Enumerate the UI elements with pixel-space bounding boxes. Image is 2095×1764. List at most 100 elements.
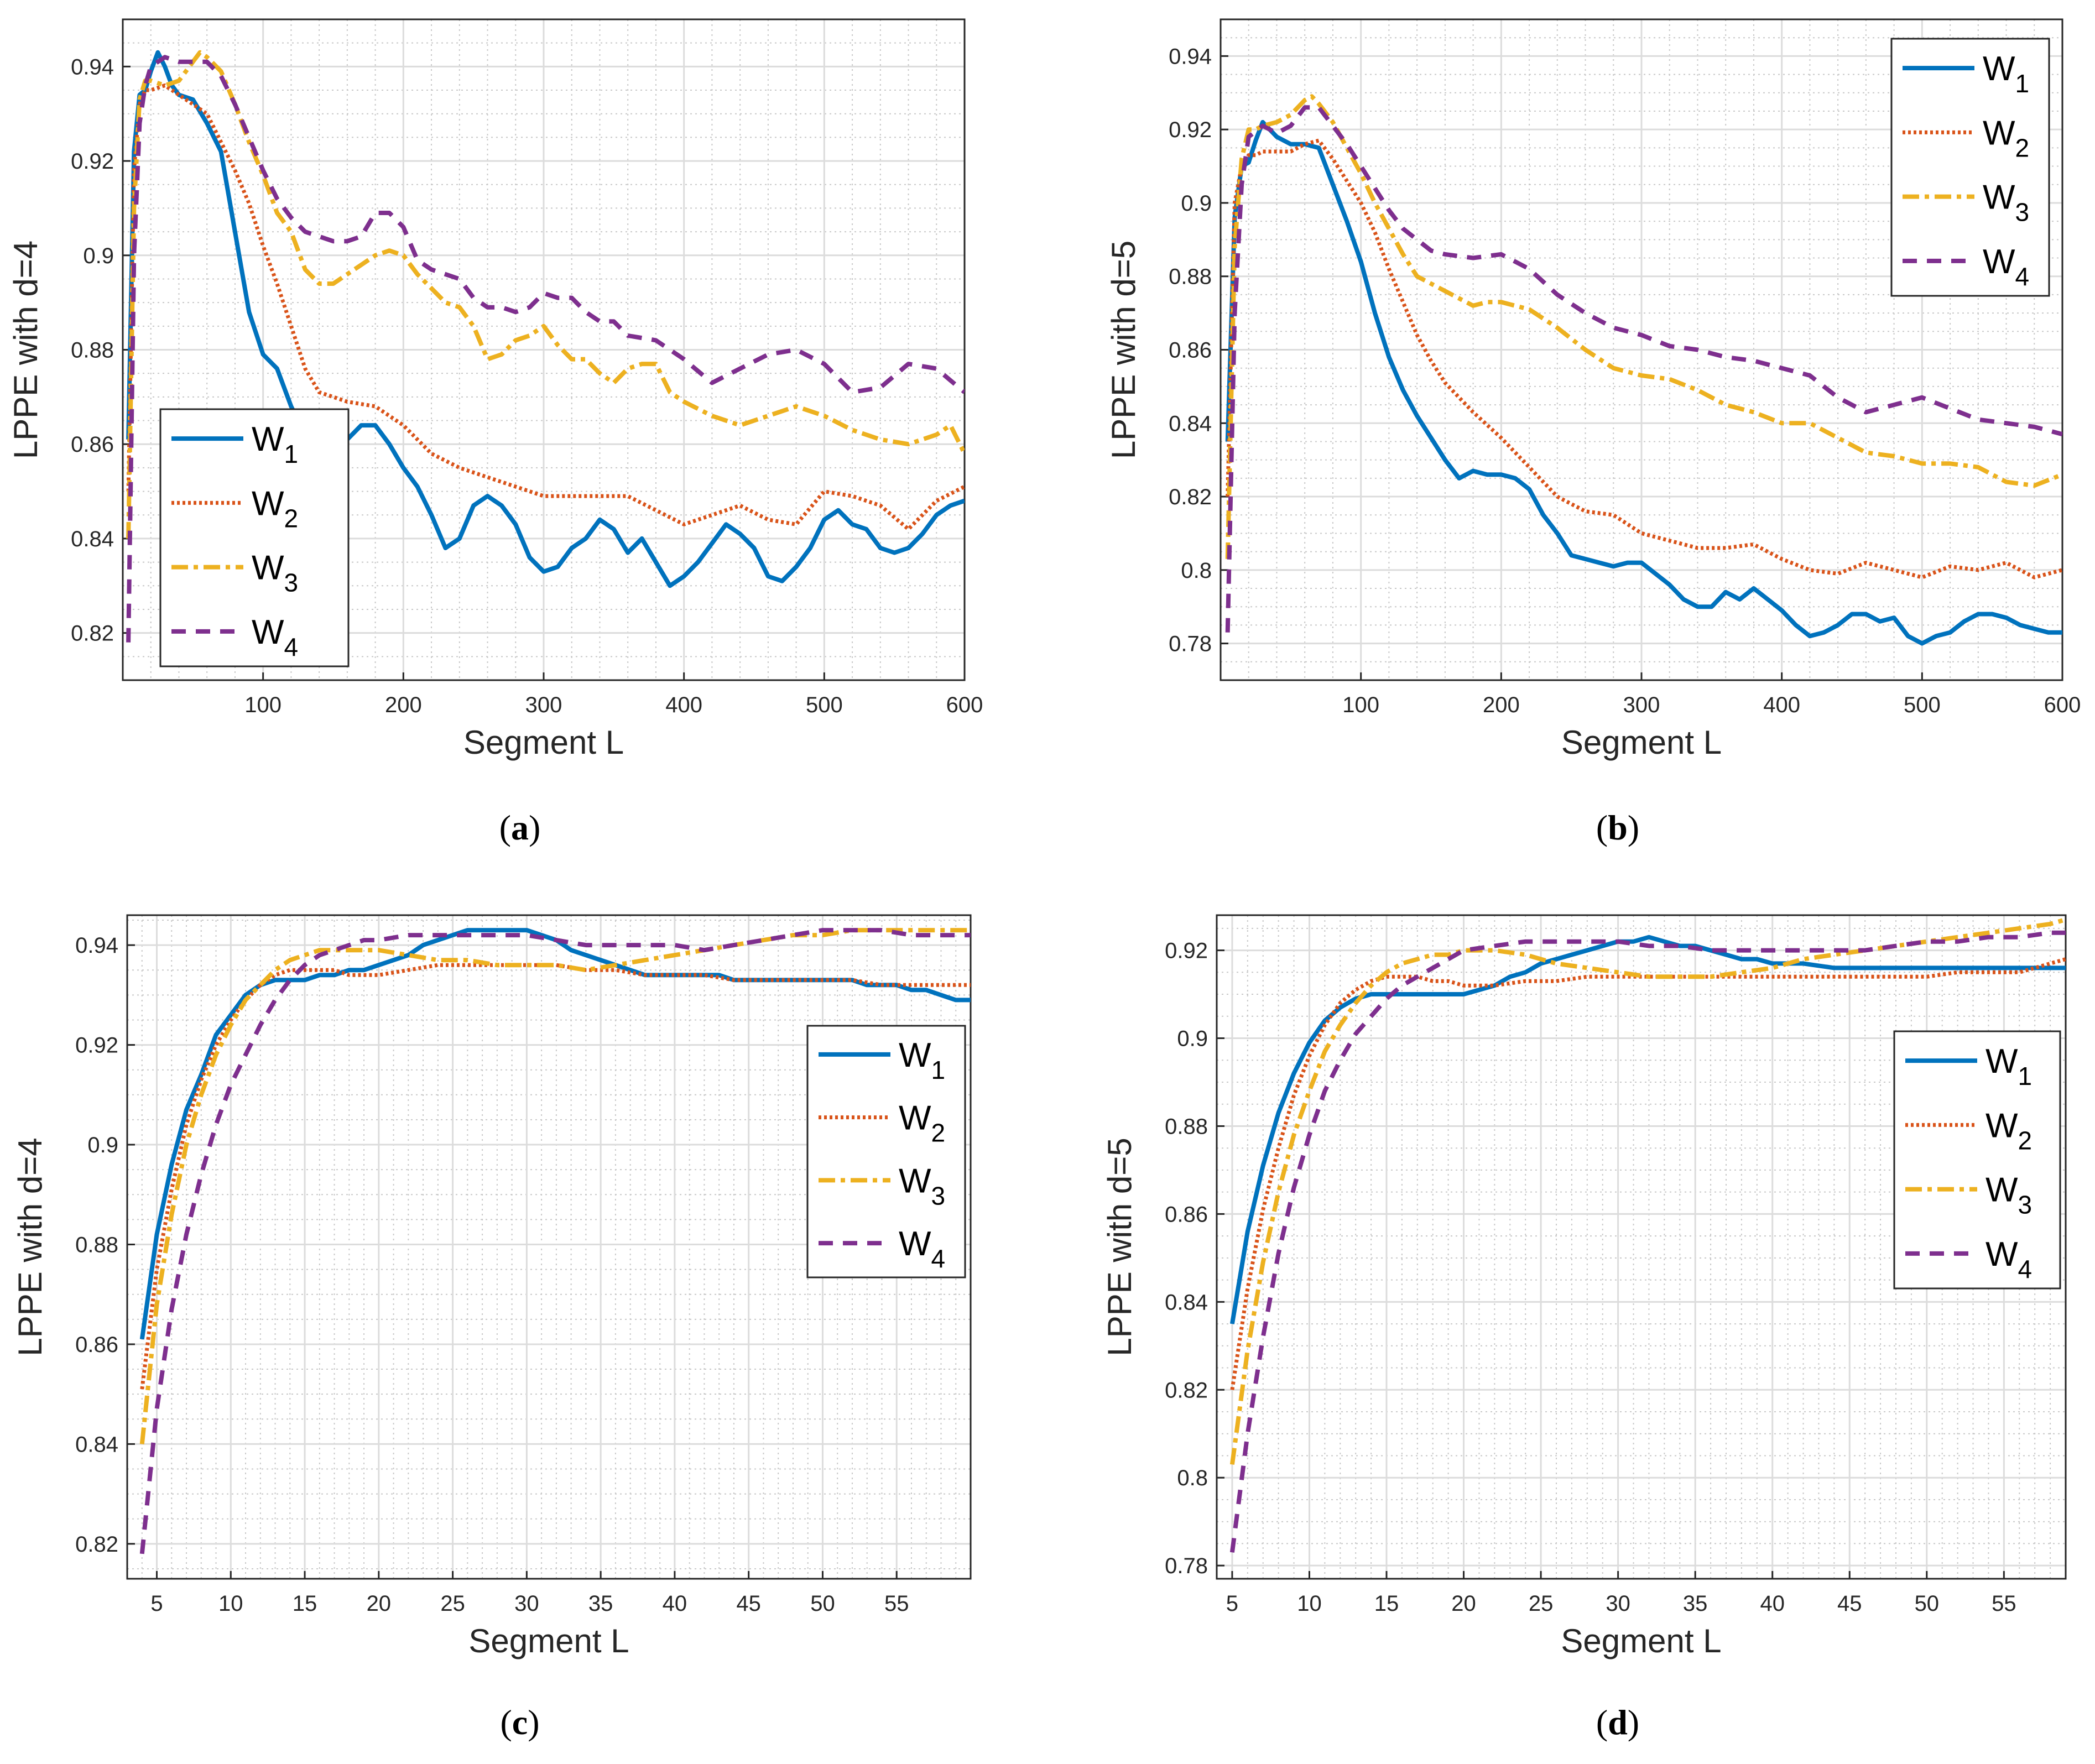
panel-b-legend-box [1890, 38, 2050, 297]
panel-b-ytick-label: 0.9 [1181, 191, 1212, 216]
panel-d-xtick-label: 20 [1451, 1591, 1476, 1616]
caption-a-label: a [511, 808, 529, 847]
panel-d-ytick-label: 0.92 [1165, 939, 1208, 963]
caption-b-label: b [1608, 808, 1628, 847]
panel-d: 5 10 15 20 25 30 35 40 45 50 55 0.78 0.8 0.82 0.84 0.86… [1101, 914, 2067, 1659]
panel-c-legend-sub-w2: 2 [931, 1119, 946, 1147]
panel-c-legend-sub-w3: 3 [931, 1181, 946, 1210]
panel-b-xtick-label: 300 [1623, 693, 1660, 717]
panel-d-legend-box [1893, 1030, 2061, 1290]
panel-c-xtick-label: 25 [440, 1591, 465, 1616]
panel-d-legend-sub-w2: 2 [2018, 1126, 2033, 1155]
panel-a-legend-sub-w1: 1 [284, 440, 299, 468]
panel-a-xtick-label: 100 [244, 693, 282, 717]
panel-c-legend-sub-w4: 4 [931, 1244, 946, 1273]
panel-d-legend-sub-w3: 3 [2018, 1191, 2033, 1219]
panel-a-xlabel: Segment L [463, 724, 624, 761]
panel-a-ytick-label: 0.86 [71, 432, 114, 457]
panel-c-series-w3 [139, 928, 971, 1444]
panel-b-axes-box [1220, 18, 2063, 681]
panel-d-ytick-label: 0.82 [1165, 1378, 1208, 1402]
panel-d-xtick-label: 45 [1837, 1591, 1862, 1616]
panel-a-legend-box [159, 408, 350, 667]
panel-c-xtick-label: 40 [663, 1591, 687, 1616]
panel-b-ytick-label: 0.84 [1169, 411, 1212, 436]
panel-a-legend-sub-w3: 3 [284, 568, 299, 597]
panel-d-xtick-label: 50 [1915, 1591, 1940, 1616]
panel-b-xlabel: Segment L [1561, 724, 1722, 761]
panel-a-legend-sub-w2: 2 [284, 504, 299, 533]
panel-b-legend-sub-w1: 1 [2015, 69, 2030, 98]
panel-b-ytick-label: 0.8 [1181, 559, 1212, 583]
panel-a-legend-sub-w4: 4 [284, 633, 299, 661]
panel-c-ytick-label: 0.94 [75, 933, 118, 958]
panel-b-xtick-label: 400 [1763, 693, 1800, 717]
panel-c-xtick-label: 35 [588, 1591, 613, 1616]
panel-d-ytick-label: 0.9 [1177, 1027, 1208, 1051]
panel-c-axes-box [126, 914, 972, 1580]
panel-a-ytick-label: 0.82 [71, 622, 114, 646]
panel-d-xtick-label: 5 [1226, 1591, 1238, 1616]
panel-b-ytick-label: 0.88 [1169, 265, 1212, 289]
panel-a-series-w3 [126, 50, 965, 539]
panel-c-xtick-label: 10 [218, 1591, 243, 1616]
panel-a-series-group [126, 50, 965, 643]
panel-c-xtick-label: 30 [514, 1591, 539, 1616]
caption-d-label: d [1608, 1703, 1628, 1742]
panel-b-legend-sub-w2: 2 [2015, 133, 2030, 162]
panel-c-xtick-label: 45 [736, 1591, 761, 1616]
panel-b-series-w3 [1225, 94, 2062, 559]
panel-a: 100 200 300 400 500 600 0.82 0.84 0.86 0.88 0.9 0.9… [7, 18, 983, 761]
panel-d-series-w1 [1229, 935, 2066, 1324]
panel-b: 100 200 300 400 500 600 0.78 0.8 0.82 0.84 0.86 0.8… [1105, 18, 2081, 761]
caption-c-label: c [512, 1703, 528, 1742]
panel-b-series-w2 [1226, 138, 2062, 580]
caption-b: (b) [1596, 808, 1640, 847]
panel-a-ytick-label: 0.94 [71, 55, 114, 79]
panel-d-xtick-label: 15 [1374, 1591, 1399, 1616]
panel-d-ytick-label: 0.78 [1165, 1554, 1208, 1578]
panel-a-ytick-label: 0.84 [71, 527, 114, 551]
panel-c-xtick-label: 55 [884, 1591, 909, 1616]
panel-d-xtick-label: 40 [1760, 1591, 1785, 1616]
panel-a-xtick-label: 500 [806, 693, 843, 717]
panel-d-xtick-label: 30 [1606, 1591, 1630, 1616]
panel-c-legend-sub-w1: 1 [931, 1056, 946, 1084]
panel-b-xtick-label: 100 [1342, 693, 1379, 717]
panel-c-series-w4 [139, 928, 971, 1554]
panel-d-xtick-label: 25 [1529, 1591, 1554, 1616]
panel-b-xtick-label: 200 [1483, 693, 1520, 717]
panel-b-ylabel: LPPE with d=5 [1105, 241, 1142, 459]
caption-d: (d) [1596, 1703, 1640, 1742]
panel-b-xtick-label: 600 [2044, 693, 2081, 717]
panel-a-xtick-label: 400 [665, 693, 702, 717]
panel-c-series-group [139, 928, 971, 1554]
panel-c-xlabel: Segment L [468, 1622, 629, 1659]
panel-c-xtick-label: 5 [150, 1591, 163, 1616]
panel-a-series-w1 [126, 50, 965, 588]
panel-d-ytick-label: 0.88 [1165, 1114, 1208, 1139]
panel-c-ytick-label: 0.82 [75, 1532, 118, 1557]
panel-d-xlabel: Segment L [1561, 1622, 1721, 1659]
panel-d-xtick-label: 55 [1992, 1591, 2016, 1616]
panel-d-series-w2 [1230, 957, 2066, 1390]
panel-c-ylabel: LPPE with d=4 [12, 1137, 49, 1356]
panel-a-series-w2 [126, 83, 965, 531]
caption-a: (a) [499, 808, 541, 847]
panel-c-xtick-label: 20 [367, 1591, 392, 1616]
panel-d-xtick-label: 35 [1683, 1591, 1708, 1616]
panel-a-axes-box [122, 18, 966, 681]
panel-b-series-w1 [1225, 119, 2062, 646]
panel-c: 5 10 15 20 25 30 35 40 45 50 55 0.82 0.84 0.86 0.88 0.9… [12, 914, 972, 1659]
panel-c-ytick-label: 0.84 [75, 1432, 118, 1457]
panel-d-series-w4 [1229, 930, 2066, 1553]
panel-b-series-w4 [1225, 105, 2062, 633]
panel-c-ytick-label: 0.9 [87, 1133, 118, 1157]
panel-a-xtick-label: 300 [525, 693, 562, 717]
panel-d-series-w3 [1229, 917, 2066, 1465]
panel-b-ytick-label: 0.92 [1169, 118, 1212, 142]
panel-c-xtick-label: 15 [293, 1591, 317, 1616]
